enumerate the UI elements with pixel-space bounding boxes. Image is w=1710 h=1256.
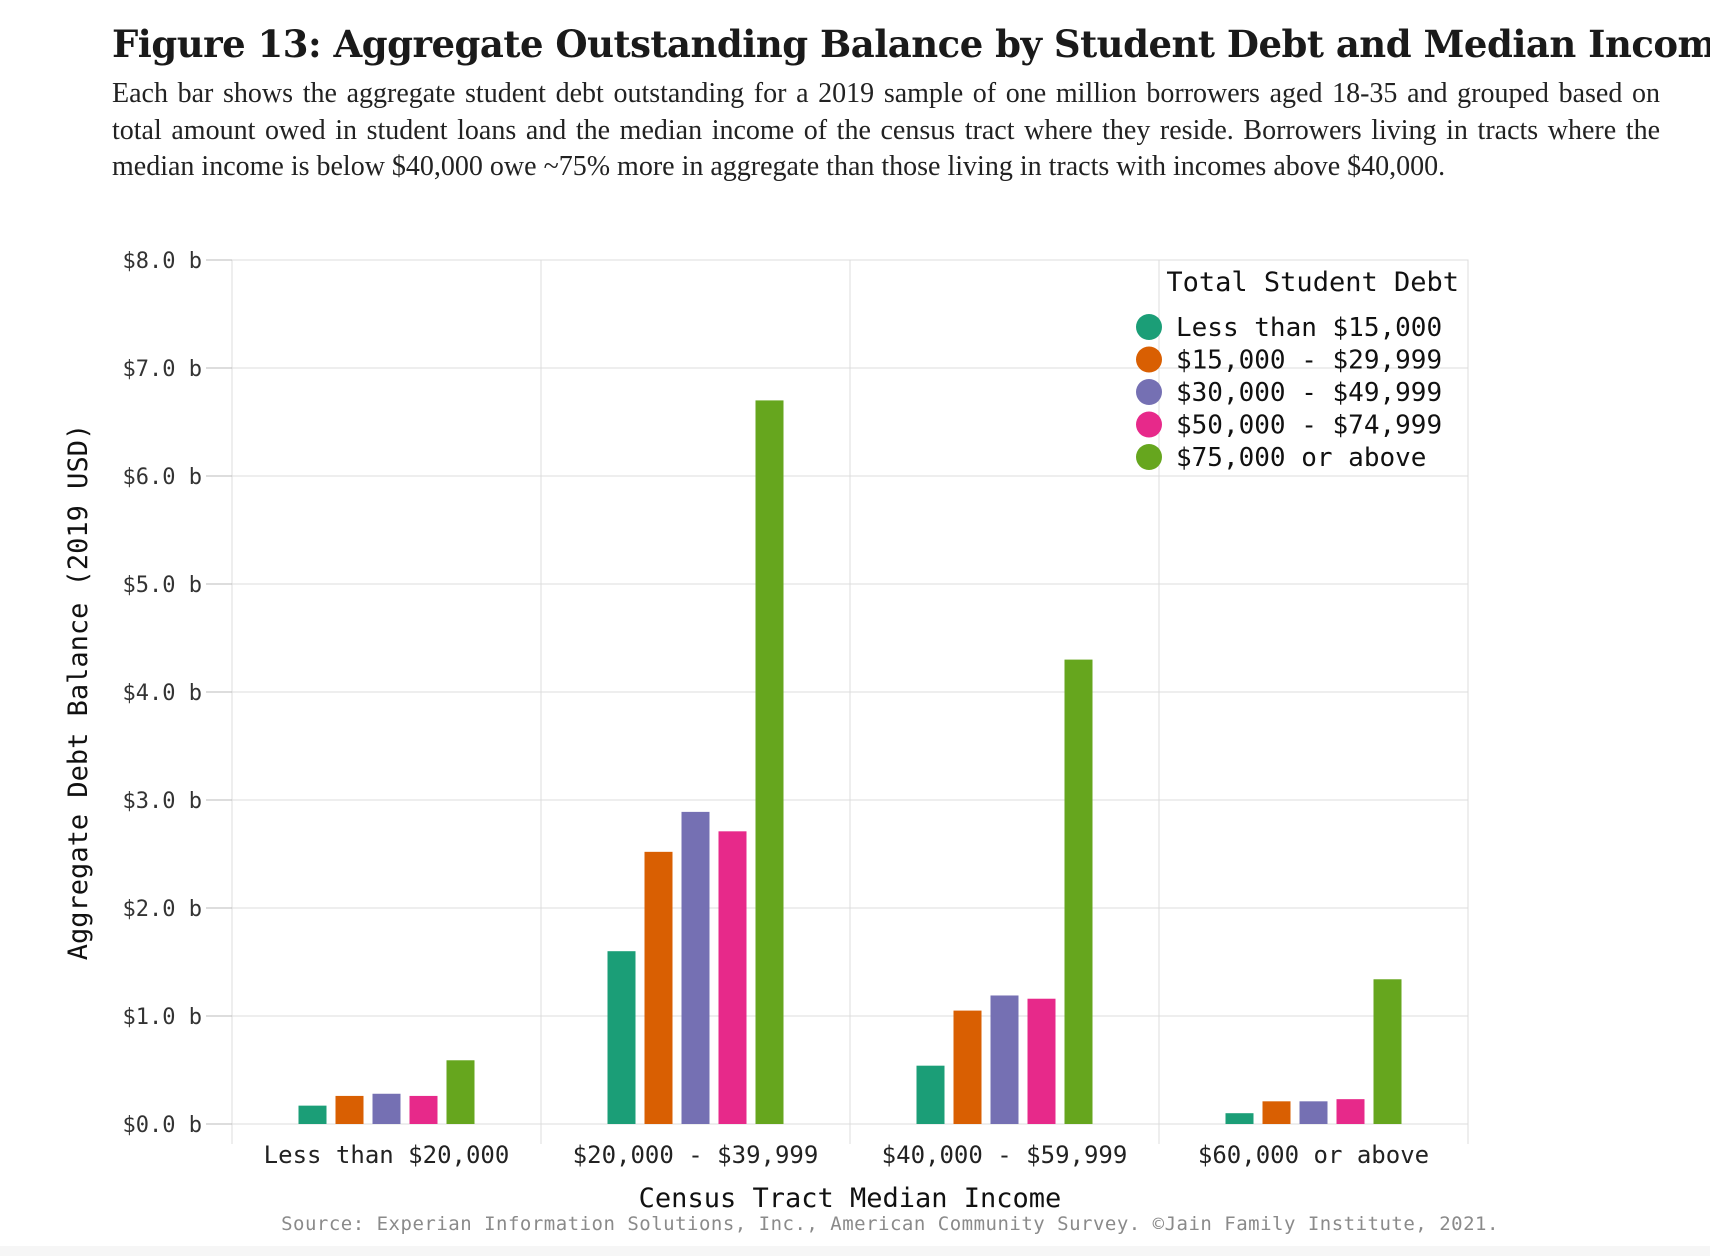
y-tick-label: $4.0 b [123,681,202,706]
legend-label: $15,000 - $29,999 [1176,346,1442,376]
bar [1027,998,1056,1124]
bar [718,831,747,1124]
bar [1373,979,1402,1124]
y-tick-label: $7.0 b [123,357,202,382]
y-axis-ticks: $0.0 b $1.0 b $2.0 b $3.0 b $4.0 b $5.0 b $6.0… [123,249,232,1138]
bar [1299,1101,1328,1124]
bar [755,400,784,1124]
bar [372,1093,401,1124]
x-tick-label: $60,000 or above [1198,1141,1429,1169]
chart-subtitle: Each bar shows the aggregate student deb… [112,78,1660,182]
footer-band [0,1246,1710,1256]
y-tick-label: $2.0 b [123,897,202,922]
legend-title: Total Student Debt [1166,267,1459,298]
bar [446,1060,475,1124]
y-tick-label: $0.0 b [123,1113,202,1138]
legend: Total Student Debt Less than $15,000$15,… [1136,267,1459,473]
x-tick-label: Less than $20,000 [264,1141,510,1169]
legend-swatch [1136,411,1162,438]
y-tick-label: $6.0 b [123,465,202,490]
bar [1064,659,1093,1124]
legend-label: Less than $15,000 [1176,313,1442,343]
bar [409,1095,438,1124]
bar [990,995,1019,1124]
y-tick-label: $5.0 b [123,573,202,598]
bar [298,1105,327,1124]
bar [681,811,710,1124]
grid-lines [231,259,1469,1144]
legend-label: $30,000 - $49,999 [1176,378,1442,408]
bar [607,951,636,1124]
bar [916,1065,945,1124]
bar-group [298,400,1402,1124]
legend-swatch [1136,314,1162,340]
y-tick-label: $3.0 b [123,789,202,814]
x-tick-label: $40,000 - $59,999 [882,1141,1128,1169]
source-note: Source: Experian Information Solutions, … [281,1213,1499,1235]
legend-swatch [1136,379,1162,405]
x-axis-title: Census Tract Median Income [639,1183,1062,1214]
bar [644,851,673,1124]
y-tick-label: $1.0 b [123,1005,202,1030]
y-axis-title: Aggregate Debt Balance (2019 USD) [63,424,94,960]
bar [1225,1113,1254,1124]
bar [1262,1101,1291,1124]
bar [1336,1099,1365,1124]
legend-swatch [1136,346,1162,373]
legend-label: $75,000 or above [1176,443,1426,473]
bar [953,1010,982,1124]
legend-swatch [1136,444,1162,470]
x-axis-ticks: Less than $20,000 $20,000 - $39,999 $40,00… [264,1141,1429,1169]
bar [335,1095,364,1124]
y-tick-label: $8.0 b [123,249,202,274]
x-tick-label: $20,000 - $39,999 [573,1141,819,1169]
legend-label: $50,000 - $74,999 [1176,411,1442,441]
chart-title: Figure 13: Aggregate Outstanding Balance… [112,22,1710,66]
